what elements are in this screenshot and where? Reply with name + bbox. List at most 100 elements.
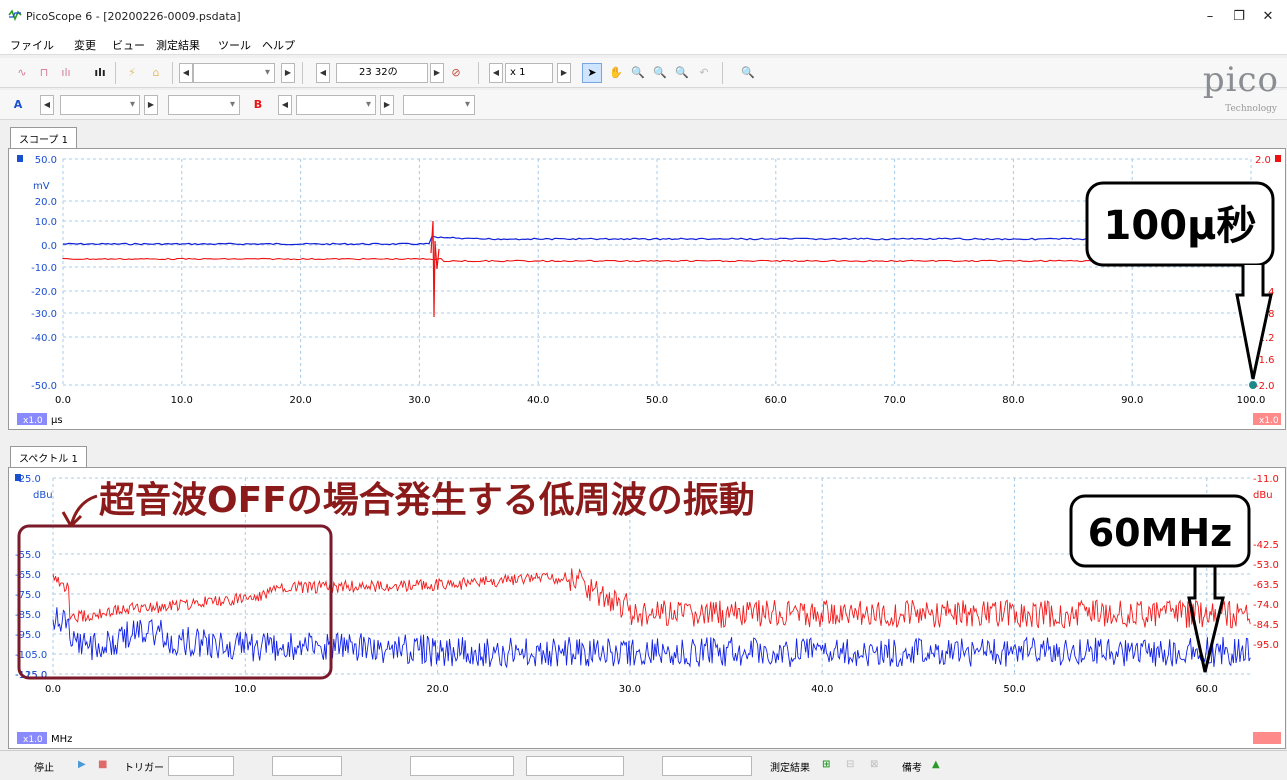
spectrum-left-tick: -95.0 xyxy=(15,630,41,641)
spectrum-x-tick: 40.0 xyxy=(811,684,833,695)
spectrum-right-tick: -53.0 xyxy=(1253,560,1279,571)
spectrum-plot[interactable]: 0.0 10.0 20.0 30.0 40.0 50.0 60.0 -25.0 -55.0 -65… xyxy=(9,468,1285,748)
restore-button[interactable]: ❐ xyxy=(1233,9,1245,24)
scope-left-tick: 20.0 xyxy=(35,197,57,208)
menu-bar: ファイル 変更 ビュー 測定結果 ツール ヘルプ xyxy=(0,33,1287,55)
run-icon[interactable]: ▶ xyxy=(78,759,86,770)
delete-measurement-icon[interactable]: ⊠ xyxy=(870,759,879,770)
buffer-next-button[interactable]: ▶ xyxy=(430,63,444,83)
spectrum-x-scale-text: x1.0 xyxy=(23,735,43,745)
scope-trace-channel-a xyxy=(62,235,1252,246)
spectrum-left-tick: -25.0 xyxy=(15,474,41,485)
right-scale-badge[interactable] xyxy=(1253,413,1281,425)
channel-b-range-select[interactable]: ▾ xyxy=(296,95,376,115)
spectrum-x-tick: 10.0 xyxy=(234,684,256,695)
spectrum-mode-icon[interactable]: ılı xyxy=(61,66,71,79)
scope-x-tick: 10.0 xyxy=(171,395,193,406)
close-button[interactable]: ✕ xyxy=(1262,9,1274,24)
scope-right-tick: -1.2 xyxy=(1255,333,1275,344)
scope-right-tick: -1.6 xyxy=(1255,355,1275,366)
add-measurement-icon[interactable]: ⊞ xyxy=(822,759,831,770)
scope-left-tick: 0.0 xyxy=(41,241,57,252)
buffer-field[interactable]: 23 32の xyxy=(336,63,428,83)
zoom-area-icon[interactable]: 🔍 xyxy=(631,66,645,79)
menu-edit[interactable]: 変更 xyxy=(74,39,96,52)
edit-measurement-icon[interactable]: ⊟ xyxy=(846,759,855,770)
spectrum-right-badge[interactable] xyxy=(1253,732,1281,744)
timebase-next-button[interactable]: ▶ xyxy=(281,63,295,83)
channel-a-coupling-select[interactable]: ▾ xyxy=(168,95,240,115)
timebase-prev-button[interactable]: ◀ xyxy=(179,63,193,83)
notes-icon[interactable]: ▲ xyxy=(932,759,940,770)
pointer-tool-icon[interactable]: ➤ xyxy=(582,63,602,83)
channel-a-range-next[interactable]: ▶ xyxy=(144,95,158,115)
logo-tagline: Technology xyxy=(1225,104,1277,114)
scope-mode-icon[interactable]: ∿ xyxy=(17,66,27,79)
spectrum-trace-channel-a xyxy=(52,607,1251,669)
annotation-low-freq-title: 超音波OFFの場合発生する低周波の振動 xyxy=(99,480,755,521)
channel-a-marker xyxy=(17,155,23,162)
stop-icon[interactable]: ■ xyxy=(98,759,108,770)
zoom-next-button[interactable]: ▶ xyxy=(557,63,571,83)
channel-b-range-next[interactable]: ▶ xyxy=(380,95,394,115)
channel-a-range-select[interactable]: ▾ xyxy=(60,95,140,115)
channel-a-label[interactable]: A xyxy=(13,98,23,111)
annotation-freq-arrow-icon xyxy=(1187,566,1225,673)
tab-scope-1[interactable]: スコープ 1 xyxy=(10,127,77,148)
spectrum-left-tick: -65.0 xyxy=(15,570,41,581)
annotation-box-freq xyxy=(1069,494,1251,568)
spectrum-x-tick: 20.0 xyxy=(426,684,448,695)
channel-b-coupling-select[interactable]: ▾ xyxy=(403,95,475,115)
annotation-curved-arrow-icon xyxy=(61,494,98,528)
trigger-label: トリガー xyxy=(124,763,164,774)
scope-left-tick: 50.0 xyxy=(35,155,57,166)
buffer-prev-button[interactable]: ◀ xyxy=(316,63,330,83)
zoom-field[interactable]: x 1 xyxy=(505,63,553,83)
zoom-out-icon[interactable]: 🔍 xyxy=(675,66,689,79)
stop-button[interactable]: 停止 xyxy=(34,763,54,774)
persistence-mode-icon[interactable]: ⊓ xyxy=(39,66,49,79)
undo-zoom-icon[interactable]: ↶ xyxy=(699,66,709,79)
zoom-prev-button[interactable]: ◀ xyxy=(489,63,503,83)
zoom-overview-icon[interactable]: 🔍 xyxy=(741,66,755,79)
scope-left-tick: -10.0 xyxy=(31,263,57,274)
scope-plot[interactable]: 0.0 10.0 20.0 30.0 40.0 50.0 60.0 70.0 80.0 90.0 1… xyxy=(9,149,1285,429)
scope-left-tick: -40.0 xyxy=(31,333,57,344)
home-icon[interactable]: ⌂ xyxy=(152,66,160,79)
auto-setup-icon[interactable]: ⚡ xyxy=(128,66,136,79)
annotation-arrow-down-icon xyxy=(1235,265,1273,380)
channel-b-range-prev[interactable]: ◀ xyxy=(278,95,292,115)
menu-file[interactable]: ファイル xyxy=(10,39,54,52)
channel-toolbar: A ◀ ▾ ▶ ▾ B ◀ ▾ ▶ ▾ xyxy=(0,90,1287,120)
spectrum-x-scale-badge[interactable] xyxy=(17,732,47,744)
trigger-mode-select[interactable] xyxy=(168,756,234,776)
trigger-threshold-field[interactable] xyxy=(410,756,514,776)
channel-b-label[interactable]: B xyxy=(253,98,263,111)
pre-trigger-field[interactable] xyxy=(662,756,752,776)
scope-left-tick: -50.0 xyxy=(31,381,57,392)
spectrum-left-unit: dBu xyxy=(33,490,53,501)
tab-spectrum-1[interactable]: スペクトル 1 xyxy=(10,446,87,467)
spectrum-left-tick: -85.0 xyxy=(15,610,41,621)
scope-view[interactable]: 0.0 10.0 20.0 30.0 40.0 50.0 60.0 70.0 80.0 90.0 1… xyxy=(8,148,1286,430)
spectrum-right-tick: -74.0 xyxy=(1253,600,1279,611)
chevron-down-icon: ▾ xyxy=(229,99,235,110)
scope-left-tick: -20.0 xyxy=(31,287,57,298)
spectrum-view[interactable]: 0.0 10.0 20.0 30.0 40.0 50.0 60.0 -25.0 -55.0 -65… xyxy=(8,467,1286,749)
zoom-in-icon[interactable]: 🔍 xyxy=(653,66,667,79)
trigger-source-select[interactable] xyxy=(272,756,342,776)
menu-measurements[interactable]: 測定結果 xyxy=(156,39,200,52)
spectrum-x-tick: 50.0 xyxy=(1003,684,1025,695)
trigger-position-field[interactable] xyxy=(526,756,624,776)
buffer-navigator-icon[interactable]: ⊘ xyxy=(451,66,461,79)
hand-tool-icon[interactable]: ✋ xyxy=(609,66,623,79)
menu-view[interactable]: ビュー xyxy=(112,39,145,52)
timebase-select[interactable]: ▾ xyxy=(193,63,275,83)
channel-a-range-prev[interactable]: ◀ xyxy=(40,95,54,115)
x-scale-badge[interactable] xyxy=(17,413,47,425)
menu-help[interactable]: ヘルプ xyxy=(262,39,295,52)
menu-tools[interactable]: ツール xyxy=(218,39,251,52)
minimize-button[interactable]: – xyxy=(1206,9,1214,24)
spectrum-active-icon[interactable]: ılı xyxy=(94,66,106,79)
title-bar: PicoScope 6 - [20200226-0009.psdata] – ❐… xyxy=(0,0,1287,33)
